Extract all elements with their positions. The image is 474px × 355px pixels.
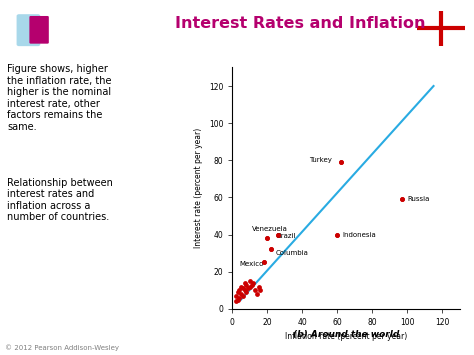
Point bbox=[236, 288, 243, 293]
Point bbox=[253, 291, 261, 297]
Point bbox=[398, 196, 406, 202]
Text: Brazil: Brazil bbox=[276, 234, 295, 239]
Point bbox=[251, 288, 259, 293]
Point bbox=[274, 232, 282, 237]
Text: Turkey: Turkey bbox=[309, 157, 332, 163]
Point bbox=[234, 289, 241, 295]
Text: Columbia: Columbia bbox=[276, 250, 309, 256]
Point bbox=[260, 260, 267, 265]
Point bbox=[334, 232, 341, 237]
Point bbox=[244, 285, 252, 291]
Point bbox=[337, 159, 345, 165]
Text: Indonesia: Indonesia bbox=[343, 231, 376, 237]
Point bbox=[232, 299, 239, 304]
Point bbox=[249, 280, 257, 286]
X-axis label: Inflation rate (percent per year): Inflation rate (percent per year) bbox=[285, 332, 407, 342]
Point bbox=[234, 297, 241, 302]
Text: Venezuela: Venezuela bbox=[252, 226, 287, 232]
Point bbox=[255, 284, 262, 289]
Point bbox=[256, 288, 264, 293]
Point bbox=[267, 247, 274, 252]
Point bbox=[237, 291, 245, 297]
Point bbox=[260, 260, 267, 265]
Point bbox=[334, 232, 341, 237]
Point bbox=[232, 293, 239, 299]
Point bbox=[337, 159, 345, 165]
Text: Figure shows, higher
the inflation rate, the
higher is the nominal
interest rate: Figure shows, higher the inflation rate,… bbox=[7, 64, 111, 132]
Point bbox=[239, 293, 246, 299]
Point bbox=[248, 282, 255, 288]
Point bbox=[239, 285, 246, 291]
Point bbox=[241, 288, 248, 293]
Point bbox=[398, 196, 406, 202]
Point bbox=[241, 280, 248, 286]
Point bbox=[246, 278, 254, 284]
Text: (b) Around the world: (b) Around the world bbox=[293, 330, 399, 339]
Point bbox=[236, 295, 243, 301]
Point bbox=[243, 282, 250, 288]
Point bbox=[264, 235, 271, 241]
Point bbox=[264, 235, 271, 241]
Text: Russia: Russia bbox=[407, 196, 429, 202]
Text: © 2012 Pearson Addison-Wesley: © 2012 Pearson Addison-Wesley bbox=[5, 345, 119, 351]
Y-axis label: Interest rate (percent per year): Interest rate (percent per year) bbox=[194, 128, 203, 248]
Text: Relationship between
interest rates and
inflation across a
number of countries.: Relationship between interest rates and … bbox=[7, 178, 113, 222]
Point bbox=[243, 289, 250, 295]
Point bbox=[246, 284, 254, 289]
Text: Mexico: Mexico bbox=[239, 261, 264, 267]
Point bbox=[237, 284, 245, 289]
Point bbox=[267, 247, 274, 252]
Text: Interest Rates and Inflation: Interest Rates and Inflation bbox=[175, 16, 426, 31]
Point bbox=[274, 232, 282, 237]
